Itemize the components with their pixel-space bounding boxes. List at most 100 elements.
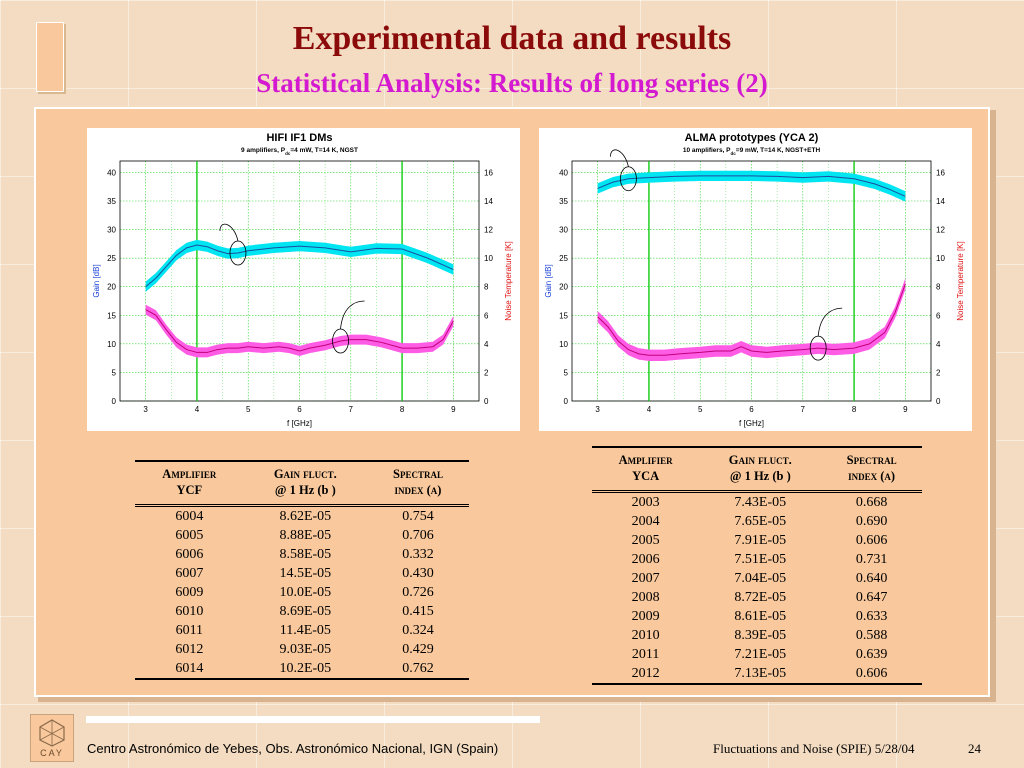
y-axis-label: Gain [dB] xyxy=(92,264,101,297)
noise-axis-marker xyxy=(809,335,827,361)
spectral-index-cell: 0.324 xyxy=(402,623,434,638)
x-tick-label: 8 xyxy=(400,405,405,414)
y2-tick-label: 6 xyxy=(936,311,941,320)
page-number: 24 xyxy=(968,741,981,756)
y-axis-label: Gain [dB] xyxy=(544,264,553,297)
plot-frame xyxy=(119,160,480,402)
amplifier-cell: 2004 xyxy=(631,514,660,529)
x-tick-label: 7 xyxy=(349,405,354,414)
noise-axis-arrow xyxy=(817,307,843,337)
y-tick-label: 10 xyxy=(107,340,116,349)
plot-frame xyxy=(571,160,932,402)
table-row: 2006 7.51E-05 0.731 xyxy=(592,550,922,569)
gain-axis-arrow xyxy=(610,149,629,167)
amplifier-cell: 2011 xyxy=(631,647,660,662)
gain-fluct-cell: 7.21E-05 xyxy=(734,647,787,662)
chart-subtitle: 9 amplifiers, Pdc=4 mW, T=14 K, NGST xyxy=(241,147,358,156)
spectral-index-cell: 0.415 xyxy=(402,604,434,619)
table-row: 6009 10.0E-05 0.726 xyxy=(135,583,469,602)
table-row: 6007 14.5E-05 0.430 xyxy=(135,564,469,583)
y-tick-label: 20 xyxy=(559,283,568,292)
gain-fluct-cell: 9.03E-05 xyxy=(279,642,332,657)
chart-title: ALMA prototypes (YCA 2) xyxy=(685,132,819,144)
noise-axis-arrow xyxy=(340,300,365,330)
slide-title: Experimental data and results xyxy=(292,20,732,57)
table-yca: Amplifier YCA Gain fluct. @ 1 Hz (b ) Spec… xyxy=(592,446,922,685)
chart-subtitle-part: dc xyxy=(285,151,291,156)
x-tick-label: 5 xyxy=(698,405,703,414)
chart-subtitle-part: 9 amplifiers, P xyxy=(241,147,286,154)
chart-subtitle-part: 10 amplifiers, P xyxy=(683,147,731,154)
y2-tick-label: 8 xyxy=(936,283,941,292)
gain-fluct-cell: 8.69E-05 xyxy=(279,604,332,619)
amplifier-cell: 2007 xyxy=(631,571,660,586)
x-tick-label: 9 xyxy=(903,405,908,414)
y2-tick-label: 6 xyxy=(484,311,489,320)
x-tick-label: 5 xyxy=(246,405,251,414)
y-tick-label: 25 xyxy=(559,254,568,263)
gain-fluct-cell: 8.61E-05 xyxy=(734,609,787,624)
header-gain-fluct: Gain fluct. @ 1 Hz (b ) xyxy=(728,453,792,483)
amplifier-cell: 2005 xyxy=(631,533,660,548)
amplifier-cell: 6010 xyxy=(175,604,204,619)
header-amplifier: Amplifier YCA xyxy=(618,453,673,483)
gain-fluct-cell: 10.2E-05 xyxy=(279,661,332,676)
spectral-index-cell: 0.429 xyxy=(402,642,434,657)
y-tick-label: 5 xyxy=(112,368,117,377)
y-tick-label: 30 xyxy=(559,226,568,235)
chart-title: HIFI IF1 DMs xyxy=(266,132,332,144)
y2-tick-label: 14 xyxy=(484,197,493,206)
amplifier-cell: 6011 xyxy=(175,623,204,638)
spectral-index-cell: 0.690 xyxy=(855,514,888,529)
table-row: 6012 9.03E-05 0.429 xyxy=(135,640,469,659)
table-row: 2009 8.61E-05 0.633 xyxy=(592,607,922,626)
y2-axis-label: Noise Temperature [K] xyxy=(504,241,513,320)
y2-tick-label: 0 xyxy=(484,397,489,406)
header-spectral-index: Spectral index (α) xyxy=(846,453,897,483)
spectral-index-cell: 0.726 xyxy=(402,585,434,600)
y-tick-label: 20 xyxy=(107,283,116,292)
y-tick-label: 35 xyxy=(559,197,568,206)
y2-tick-label: 14 xyxy=(936,197,945,206)
gain-band xyxy=(597,170,906,202)
table-row: 6010 8.69E-05 0.415 xyxy=(135,602,469,621)
x-tick-label: 9 xyxy=(451,405,456,414)
table-row: 2005 7.91E-05 0.606 xyxy=(592,531,922,550)
chart-hifi: HIFI IF1 DMs 9 amplifiers, Pdc=4 mW, T=14… xyxy=(87,128,520,431)
gain-fluct-cell: 7.04E-05 xyxy=(734,571,787,586)
x-tick-label: 6 xyxy=(297,405,302,414)
y2-tick-label: 2 xyxy=(936,368,941,377)
chart-hifi-svg: HIFI IF1 DMs 9 amplifiers, Pdc=4 mW, T=14… xyxy=(92,132,513,428)
spectral-index-cell: 0.706 xyxy=(402,528,434,543)
gain-axis-marker xyxy=(620,166,637,192)
y2-tick-label: 10 xyxy=(936,254,945,263)
y-tick-label: 25 xyxy=(107,254,116,263)
gain-fluct-cell: 8.88E-05 xyxy=(279,528,332,543)
y2-axis-label: Noise Temperature [K] xyxy=(956,241,965,320)
y2-tick-label: 12 xyxy=(484,226,493,235)
gain-series-line xyxy=(145,244,454,288)
spectral-index-cell: 0.639 xyxy=(855,647,888,662)
header-amplifier: Amplifier YCF xyxy=(162,467,217,497)
amplifier-cell: 2008 xyxy=(631,590,660,605)
gain-fluct-cell: 7.51E-05 xyxy=(734,552,787,567)
y-tick-label: 5 xyxy=(564,368,569,377)
footer-institution: Centro Astronómico de Yebes, Obs. Astron… xyxy=(87,741,499,756)
y2-tick-label: 4 xyxy=(484,340,489,349)
header-gain-fluct: Gain fluct. @ 1 Hz (b ) xyxy=(273,467,337,497)
x-axis-label: f [GHz] xyxy=(739,419,764,428)
gain-fluct-cell: 8.39E-05 xyxy=(734,628,787,643)
noise-series-line xyxy=(145,309,454,353)
chart-alma: ALMA prototypes (YCA 2) 10 amplifiers, Pd… xyxy=(539,128,972,431)
y-tick-label: 30 xyxy=(107,226,116,235)
amplifier-cell: 6005 xyxy=(175,528,204,543)
amplifier-cell: 6009 xyxy=(175,585,204,600)
footer-event: Fluctuations and Noise (SPIE) 5/28/04 xyxy=(713,741,915,756)
amplifier-cell: 2006 xyxy=(631,552,660,567)
noise-band xyxy=(597,278,906,361)
gain-fluct-cell: 8.72E-05 xyxy=(734,590,787,605)
table-row: 6004 8.62E-05 0.754 xyxy=(135,506,469,527)
amplifier-cell: 2010 xyxy=(631,628,660,643)
spectral-index-cell: 0.762 xyxy=(402,661,434,676)
spectral-index-cell: 0.606 xyxy=(855,666,888,681)
